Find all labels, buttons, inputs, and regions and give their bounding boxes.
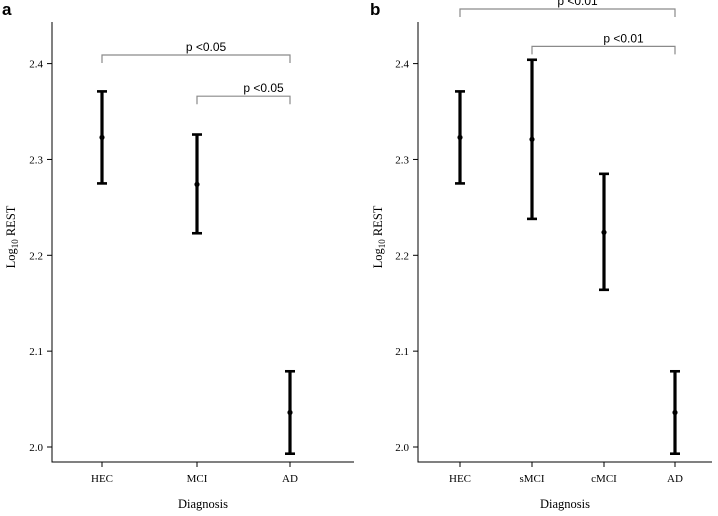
- panel-b-ytick-label: 2.2: [395, 250, 409, 262]
- panel-a-significance-bracket: [101, 54, 291, 63]
- panel-b-axes: [417, 22, 712, 463]
- panel-b-significance-bracket: [459, 8, 676, 17]
- panel-b-significance-bracket: [531, 45, 676, 55]
- panel-a-mean-point-AD: [287, 409, 293, 416]
- panel-a-xtick-label: AD: [282, 473, 298, 485]
- panel-b-ytick-label: 2.0: [395, 442, 409, 454]
- panel-b-xtick-label: cMCI: [591, 473, 617, 485]
- panel-b-ytick-label: 2.3: [395, 154, 409, 166]
- panel-b-ytick-label: 2.4: [395, 59, 409, 71]
- panel-b-mean-point-HEC: [457, 134, 463, 141]
- panel-b-ytick-label: 2.1: [395, 346, 409, 358]
- panel-letter-a: a: [2, 0, 12, 19]
- panel-b-mean-point-AD: [672, 409, 678, 416]
- panel-a-xtick-label: MCI: [187, 473, 208, 485]
- panel-a-significance-label: p <0.05: [186, 40, 227, 54]
- panel-a-axes: [51, 22, 354, 463]
- panel-b-yaxis-title: Log10 REST: [371, 205, 387, 268]
- panel-b-xtick-label: sMCI: [519, 473, 544, 485]
- panel-a-mean-point-MCI: [194, 181, 200, 187]
- panel-a-chart: 2.0 2.1 2.2 2.3 2.4 HEC MCI AD Diagnosis Log10 RE…: [4, 22, 354, 511]
- panel-b-mean-point-sMCI: [529, 136, 535, 142]
- panel-b-mean-point-cMCI: [601, 229, 607, 235]
- panel-a-significance-label: p <0.05: [243, 81, 284, 95]
- panel-b-chart: 2.0 2.1 2.2 2.3 2.4 HEC sMCI cMCI AD Diagnosis Log…: [371, 0, 712, 511]
- panel-a-significance-bracket: [196, 95, 291, 105]
- panel-a-xtick-label: HEC: [91, 473, 113, 485]
- panel-a-ytick-label: 2.4: [29, 59, 43, 71]
- panel-a-ytick-label: 2.1: [29, 346, 43, 358]
- panel-b-xtick-label: AD: [667, 473, 683, 485]
- panel-b-significance-label: p <0.01: [603, 31, 644, 45]
- panel-a-ytick-label: 2.3: [29, 154, 43, 166]
- panel-b-significance-label: p <0.01: [557, 0, 598, 8]
- panel-a-ytick-label: 2.2: [29, 250, 43, 262]
- panel-a-ytick-label: 2.0: [29, 442, 43, 454]
- panel-a-mean-point-HEC: [99, 134, 105, 141]
- panel-a-yaxis-title: Log10 REST: [4, 205, 20, 268]
- panel-a-xaxis-title: Diagnosis: [178, 497, 228, 511]
- panel-b-xaxis-title: Diagnosis: [540, 497, 590, 511]
- panel-letter-b: b: [370, 0, 380, 19]
- panel-b-xtick-label: HEC: [449, 473, 471, 485]
